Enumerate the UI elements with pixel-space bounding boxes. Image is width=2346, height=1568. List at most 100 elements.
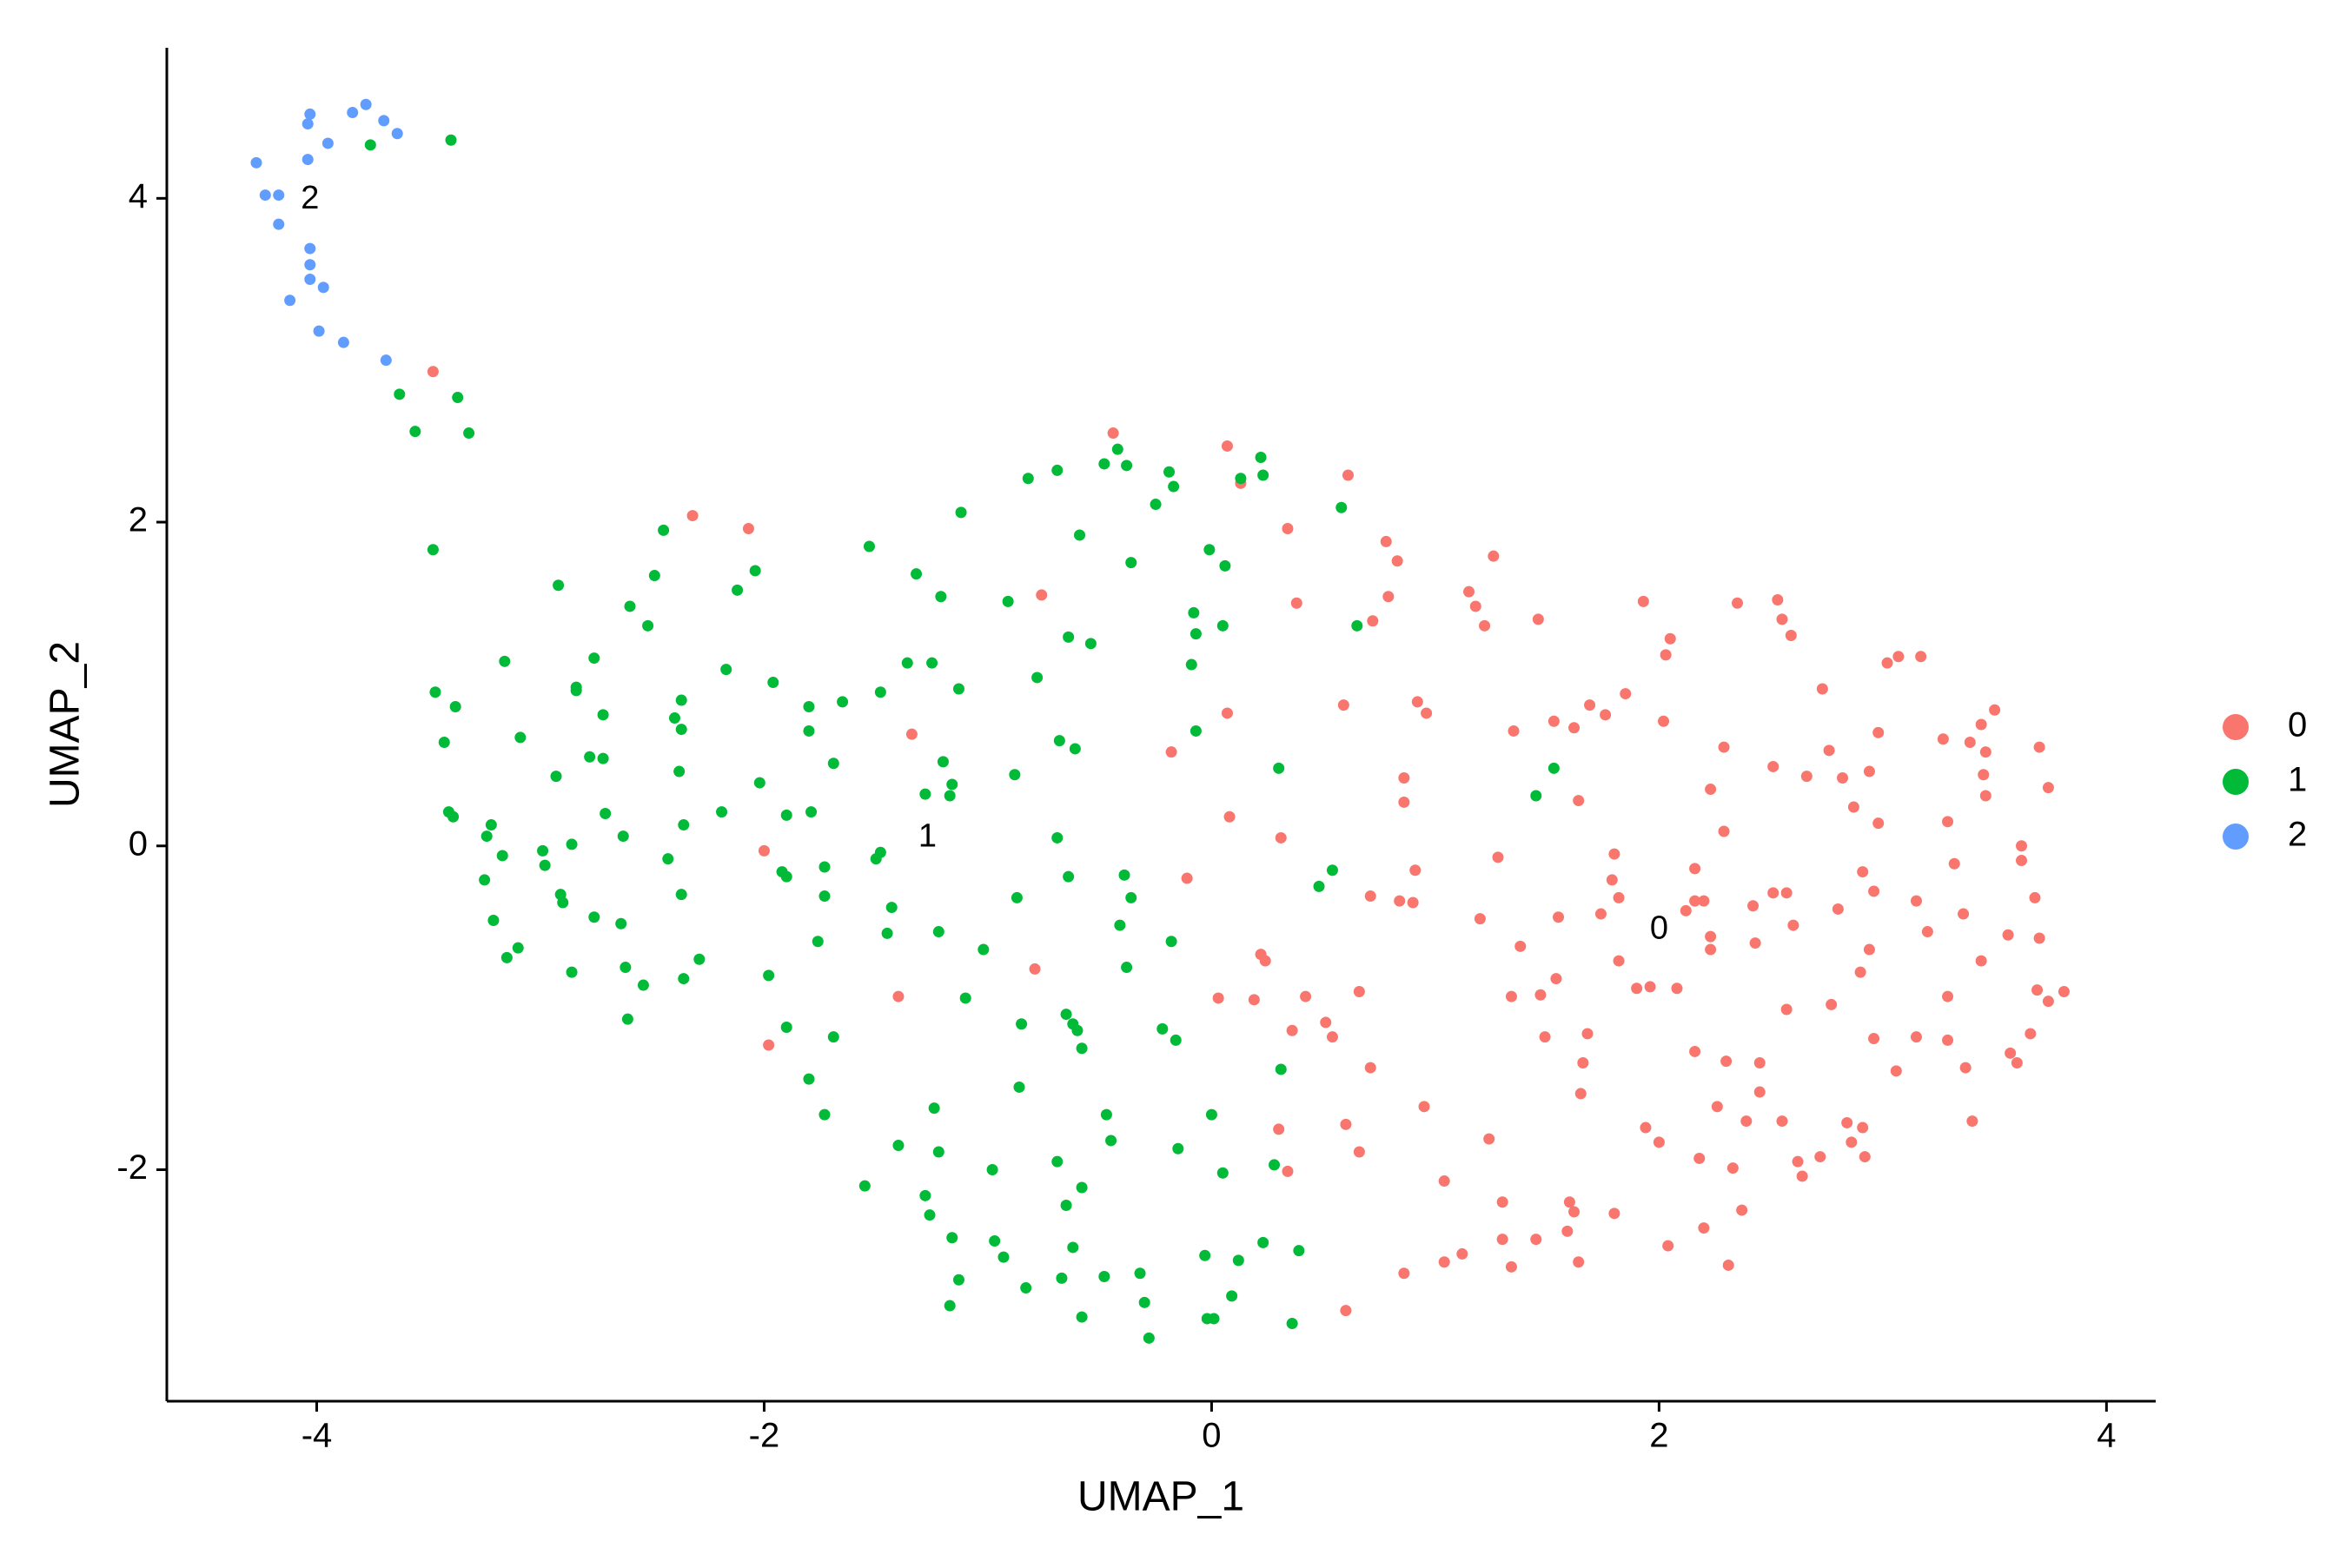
point — [1248, 994, 1260, 1006]
point — [642, 619, 654, 632]
point — [427, 544, 439, 556]
point — [1568, 722, 1581, 734]
point — [1165, 936, 1177, 948]
point — [1854, 966, 1866, 978]
point — [1121, 962, 1133, 974]
point — [1273, 762, 1285, 774]
point — [919, 788, 931, 800]
point — [803, 724, 815, 737]
point — [485, 819, 497, 831]
point — [1975, 718, 1987, 731]
point — [1726, 1162, 1739, 1174]
point — [952, 1274, 964, 1286]
point — [1118, 869, 1130, 881]
point — [1613, 955, 1625, 967]
point — [1203, 544, 1216, 556]
point — [2016, 840, 2028, 852]
point — [588, 911, 600, 923]
point — [767, 677, 779, 689]
point — [1438, 1175, 1450, 1188]
point — [1098, 458, 1110, 470]
point — [1942, 1034, 1954, 1046]
point — [1958, 908, 1970, 920]
point — [2002, 929, 2014, 941]
point — [1138, 1296, 1150, 1308]
point — [2025, 1028, 2037, 1040]
point — [624, 600, 636, 612]
point — [1584, 699, 1596, 711]
point — [1606, 874, 1618, 886]
point — [1767, 887, 1779, 899]
point — [1749, 937, 1761, 949]
point — [1608, 848, 1620, 860]
point — [1235, 473, 1247, 485]
point — [1890, 1065, 1902, 1077]
point — [449, 701, 461, 712]
point — [1693, 1152, 1706, 1164]
point — [946, 1232, 958, 1244]
point — [1942, 816, 1954, 828]
point — [259, 189, 271, 202]
point — [1881, 657, 1893, 669]
point — [1418, 1101, 1430, 1113]
point — [1353, 986, 1365, 997]
point — [818, 861, 831, 873]
legend-marker — [2223, 714, 2249, 740]
point — [2042, 782, 2054, 794]
point — [1031, 672, 1044, 684]
point — [648, 570, 660, 582]
point — [997, 1251, 1010, 1263]
point — [1505, 990, 1517, 1002]
point — [892, 1140, 905, 1152]
point — [409, 426, 421, 438]
point — [1662, 1240, 1674, 1252]
point — [678, 819, 690, 831]
point — [1172, 1142, 1184, 1154]
point — [304, 274, 316, 285]
point — [780, 1022, 792, 1033]
point — [1069, 743, 1081, 755]
point — [1868, 885, 1880, 897]
point — [364, 139, 376, 151]
point — [1942, 990, 1954, 1002]
point — [1221, 707, 1233, 719]
legend-label: 0 — [2288, 706, 2307, 744]
point — [1718, 825, 1730, 837]
point — [1163, 466, 1176, 478]
point — [1084, 638, 1097, 650]
x-tick-label: 0 — [1202, 1417, 1221, 1455]
point — [662, 853, 674, 865]
legend-marker — [2223, 769, 2249, 795]
point — [1753, 1057, 1766, 1068]
point — [620, 962, 632, 974]
point — [675, 889, 687, 901]
point — [1219, 559, 1231, 572]
point — [1456, 1247, 1468, 1260]
point — [1915, 651, 1927, 663]
point — [1964, 737, 1976, 748]
point — [805, 806, 818, 818]
point — [1290, 597, 1302, 609]
point — [1063, 631, 1075, 643]
point — [1208, 1313, 1220, 1325]
point — [621, 1013, 633, 1025]
point — [1190, 724, 1202, 737]
point — [1394, 895, 1406, 907]
point — [1814, 1151, 1826, 1163]
point — [1577, 1057, 1589, 1068]
point — [1063, 870, 1075, 883]
point — [337, 336, 349, 348]
point — [1051, 831, 1064, 844]
point — [881, 927, 893, 939]
point — [1259, 955, 1271, 967]
point — [537, 844, 549, 857]
point — [1353, 1146, 1365, 1158]
point — [1859, 1151, 1871, 1163]
point — [496, 850, 508, 862]
point — [1076, 1181, 1088, 1194]
point — [678, 973, 690, 985]
point — [615, 917, 627, 930]
y-tick-label: 0 — [129, 824, 148, 863]
point — [1205, 1108, 1217, 1121]
point — [1872, 817, 1885, 830]
